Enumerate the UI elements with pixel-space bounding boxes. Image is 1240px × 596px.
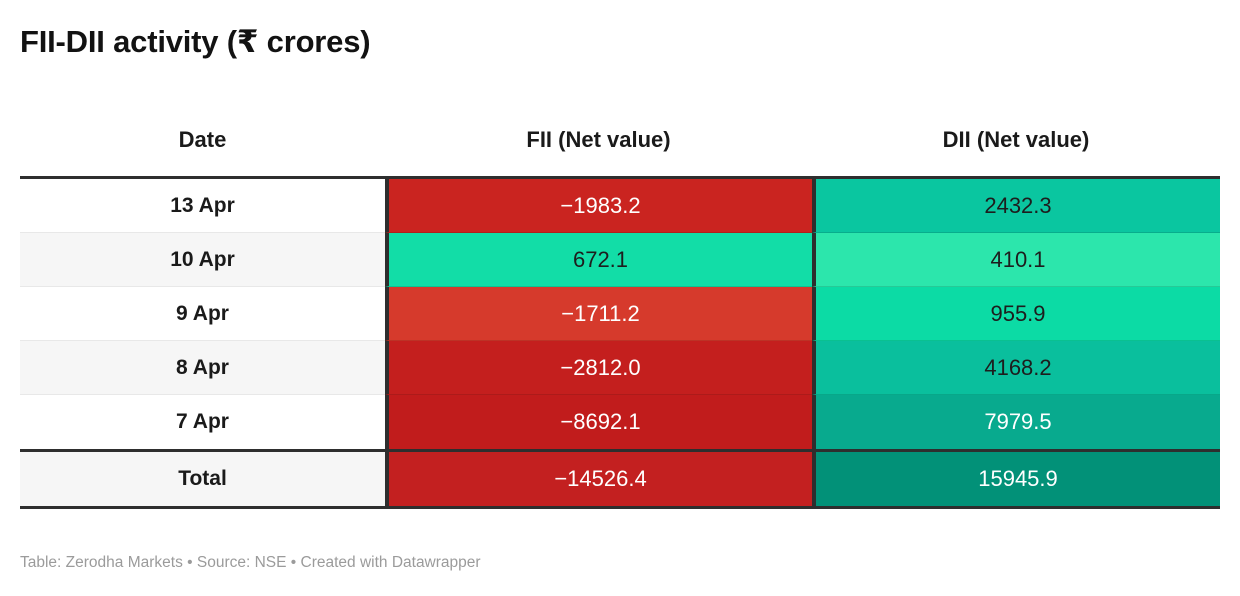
table-row: 9 Apr −1711.2 955.9 [20,287,1220,341]
table-row: 7 Apr −8692.1 7979.5 [20,395,1220,449]
table-row: 10 Apr 672.1 410.1 [20,233,1220,287]
table-row: 13 Apr −1983.2 2432.3 [20,179,1220,233]
table-total-section: Total −14526.4 15945.9 [20,449,1220,509]
dii-value-cell: 4168.2 [812,341,1220,395]
dii-value-cell: 955.9 [812,287,1220,341]
fii-value-cell: −1983.2 [385,179,812,233]
table-body: 13 Apr −1983.2 2432.3 10 Apr 672.1 410.1… [20,176,1220,449]
dii-value-cell: 410.1 [812,233,1220,287]
table-row: 8 Apr −2812.0 4168.2 [20,341,1220,395]
dii-value-cell: 2432.3 [812,179,1220,233]
table-header-row: Date FII (Net value) DII (Net value) [20,126,1220,176]
date-cell: 7 Apr [20,395,385,449]
date-cell: 10 Apr [20,233,385,287]
page-title: FII-DII activity (₹ crores) [20,24,371,59]
total-row: Total −14526.4 15945.9 [20,452,1220,506]
date-cell: 13 Apr [20,179,385,233]
attribution-footer: Table: Zerodha Markets • Source: NSE • C… [20,554,481,571]
fii-value-cell: −2812.0 [385,341,812,395]
total-dii-cell: 15945.9 [812,452,1220,506]
total-label-cell: Total [20,452,385,506]
column-header-dii: DII (Net value) [942,127,1090,152]
date-cell: 8 Apr [20,341,385,395]
total-fii-cell: −14526.4 [385,452,812,506]
column-header-fii: FII (Net value) [526,127,671,152]
dii-value-cell: 7979.5 [812,395,1220,449]
fii-value-cell: −1711.2 [385,287,812,341]
fii-value-cell: 672.1 [385,233,812,287]
date-cell: 9 Apr [20,287,385,341]
column-header-date: Date [178,127,227,152]
fii-value-cell: −8692.1 [385,395,812,449]
